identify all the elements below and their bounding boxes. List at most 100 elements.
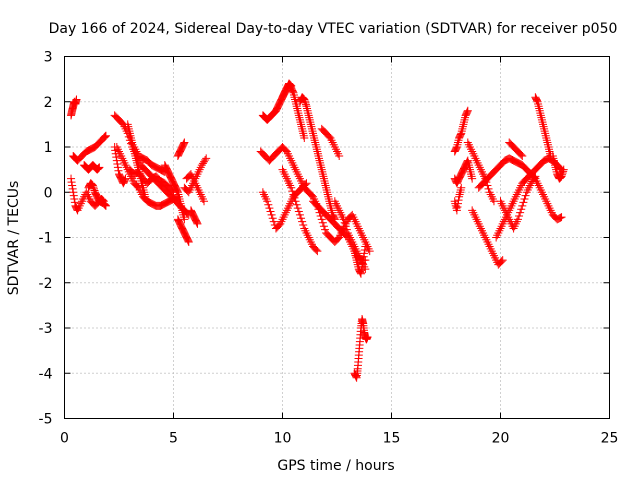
data-point: [68, 184, 77, 193]
y-tick-label: 3: [44, 50, 53, 66]
data-point: [453, 202, 462, 211]
data-point: [300, 133, 309, 142]
data-point: [70, 195, 79, 204]
y-axis-title: SDTVAR / TECUs: [6, 181, 22, 296]
data-point: [310, 136, 319, 145]
data-point: [313, 201, 322, 210]
data-point: [517, 205, 526, 214]
data-point: [314, 205, 323, 214]
data-point: [321, 181, 330, 190]
data-point: [318, 170, 327, 179]
series-arc-3j: [350, 242, 370, 278]
data-point: [100, 132, 109, 141]
data-point: [463, 157, 472, 166]
series-arc-4i: [505, 138, 527, 161]
data-point: [316, 158, 325, 167]
data-point: [531, 172, 540, 181]
data-point: [306, 118, 315, 127]
data-point: [295, 113, 304, 122]
data-point: [307, 124, 316, 133]
data-point: [113, 159, 122, 168]
series-arc-1c: [67, 174, 110, 215]
data-point: [99, 196, 108, 205]
data-point: [330, 214, 339, 223]
data-point: [263, 197, 272, 206]
series-arc-3f: [278, 165, 322, 256]
data-point: [294, 111, 303, 120]
data-point: [304, 111, 313, 120]
data-point: [460, 115, 469, 124]
data-point: [298, 217, 307, 226]
data-point: [359, 256, 368, 265]
data-point: [519, 198, 528, 207]
data-point: [318, 218, 327, 227]
data-point: [101, 132, 110, 141]
data-point: [160, 167, 169, 176]
data-point: [357, 266, 366, 275]
data-point: [321, 179, 330, 188]
data-point: [455, 190, 464, 199]
data-point: [498, 256, 507, 265]
data-point: [319, 172, 328, 181]
data-point: [484, 184, 493, 193]
data-point: [365, 247, 374, 256]
data-point: [313, 147, 322, 156]
data-point: [89, 183, 98, 192]
data-point: [101, 201, 110, 210]
data-point: [266, 207, 275, 216]
data-point: [114, 166, 123, 175]
data-point: [463, 107, 472, 116]
data-point: [292, 100, 301, 109]
data-point: [267, 210, 276, 219]
x-axis-title: GPS time / hours: [277, 458, 394, 474]
data-point: [70, 198, 79, 207]
data-point: [459, 118, 468, 127]
data-point: [95, 163, 104, 172]
data-point: [264, 200, 273, 209]
series-arc-3k: [350, 314, 372, 382]
data-point: [459, 120, 468, 129]
series-arc-2j: [186, 206, 202, 228]
data-point: [341, 222, 350, 231]
data-point: [192, 218, 201, 227]
series-arc-2k: [110, 143, 130, 188]
data-point: [294, 207, 303, 216]
series-arc-2i: [182, 170, 209, 206]
data-point: [301, 180, 310, 189]
data-point: [159, 167, 168, 176]
data-point: [542, 136, 551, 145]
data-point: [452, 204, 461, 213]
data-point: [101, 131, 110, 140]
data-point: [94, 164, 103, 173]
data-point: [323, 188, 332, 197]
data-point: [202, 154, 211, 163]
x-tick-label: 20: [492, 431, 510, 447]
data-point: [101, 201, 110, 210]
data-point: [537, 113, 546, 122]
series-arc-2g: [173, 138, 189, 161]
data-point: [94, 163, 103, 172]
series-arc-4b: [450, 156, 477, 188]
data-point: [452, 144, 461, 153]
data-point: [100, 200, 109, 209]
data-point: [531, 94, 540, 103]
data-point: [302, 179, 311, 188]
data-point: [452, 143, 461, 151]
data-point: [299, 129, 308, 138]
data-point: [324, 192, 333, 201]
data-point: [361, 242, 370, 251]
data-point: [455, 192, 464, 201]
data-point: [69, 188, 78, 197]
data-point: [463, 106, 472, 115]
data-point: [358, 259, 367, 268]
data-point: [305, 113, 314, 122]
y-tick-label: 2: [44, 95, 53, 111]
data-point: [312, 245, 321, 254]
data-point: [534, 102, 543, 111]
data-points: [67, 79, 568, 382]
data-point: [301, 100, 310, 109]
data-point: [93, 165, 102, 174]
data-point: [89, 184, 98, 193]
data-point: [316, 161, 325, 170]
data-point: [321, 225, 330, 234]
